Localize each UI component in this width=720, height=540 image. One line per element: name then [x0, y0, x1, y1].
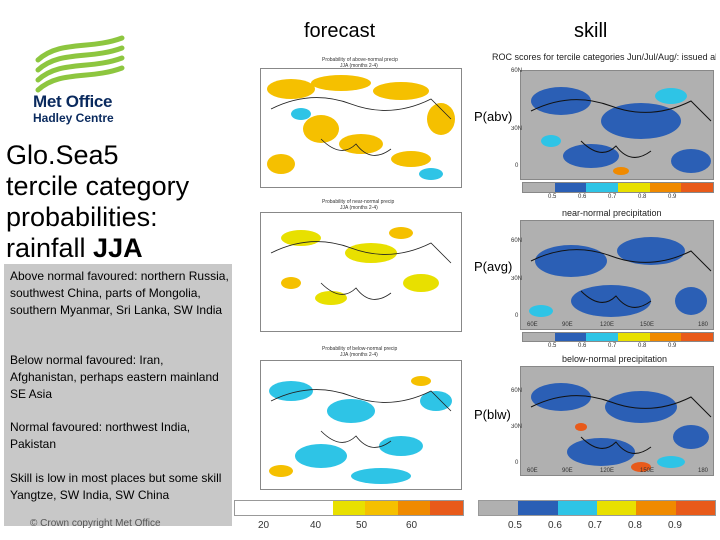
forecast-colorbar [234, 500, 464, 516]
forecast-map-near-graphic [261, 213, 461, 331]
skill-title-below: below-normal precipitation [562, 354, 668, 364]
note-above-normal: Above normal favoured: northern Russia, … [10, 269, 229, 317]
skill-lat-30n-3: 30N [511, 424, 523, 430]
skill-colorbar-1 [522, 182, 714, 193]
skill-colorbar-2-label-4: 0.8 [638, 343, 647, 349]
forecast-colorbar-label-3: 50 [356, 520, 368, 531]
skill-map-below [520, 366, 714, 476]
skill-lat-0-2: 0 [515, 313, 519, 319]
skill-lon-150e-3: 150E [640, 468, 655, 474]
skill-lat-30n-2: 30N [511, 276, 523, 282]
label-p-avg: P(avg) [472, 258, 515, 276]
skill-bottom-label-5: 0.9 [668, 520, 682, 531]
skill-lon-60e-2: 60E [527, 322, 538, 328]
skill-colorbar-1-label-4: 0.8 [638, 194, 647, 200]
skill-colorbar-1-label-5: 0.9 [668, 194, 677, 200]
skill-lat-0-3: 0 [515, 460, 519, 466]
forecast-map-below-graphic [261, 361, 461, 489]
forecast-colorbar-label-1: 20 [258, 520, 270, 531]
title-line-4: rainfall JJA [6, 233, 238, 264]
skill-colorbar-1-label-2: 0.6 [578, 194, 587, 200]
label-p-below: P(blw) [472, 406, 513, 424]
skill-colorbar-2-label-1: 0.5 [548, 343, 557, 349]
forecast-title-near: Probability of near-normal precip [322, 199, 395, 205]
forecast-map-near [260, 212, 462, 332]
forecast-map-above-graphic [261, 69, 461, 187]
skill-colorbar-2 [522, 332, 714, 342]
skill-map-near [520, 220, 714, 330]
title-line-3: probabilities: [6, 202, 158, 232]
title-season: JJA [93, 233, 143, 263]
note-normal: Normal favoured: northwest India, Pakist… [10, 420, 191, 451]
slide-title: Glo.Sea5 tercile category probabilities:… [6, 140, 238, 264]
skill-lon-150e-2: 150E [640, 322, 655, 328]
title-line-1: Glo.Sea5 [6, 140, 119, 170]
skill-bottom-label-2: 0.6 [548, 520, 562, 531]
skill-map-near-graphic [521, 221, 713, 329]
note-below-normal: Below normal favoured: Iran, Afghanistan… [10, 353, 219, 401]
label-p-avg-text: P(avg) [474, 259, 513, 274]
skill-bottom-label-3: 0.7 [588, 520, 602, 531]
skill-colorbar-2-label-3: 0.7 [608, 343, 617, 349]
skill-lon-90e-3: 90E [562, 468, 573, 474]
skill-title-above: ROC scores for tercile categories Jun/Ju… [492, 52, 716, 62]
skill-lat-0-1: 0 [515, 163, 519, 169]
skill-colorbar-2-label-5: 0.9 [668, 343, 677, 349]
skill-lat-60n-3: 60N [511, 388, 523, 394]
skill-lon-120e-3: 120E [600, 468, 615, 474]
copyright-text: © Crown copyright Met Office [30, 518, 161, 529]
skill-map-below-graphic [521, 367, 713, 475]
skill-map-above [520, 70, 714, 180]
met-office-logo-icon [35, 35, 125, 93]
forecast-map-above [260, 68, 462, 188]
skill-lon-60e-3: 60E [527, 468, 538, 474]
forecast-title-above: Probability of above-normal precip [322, 57, 398, 63]
notes-box: Above normal favoured: northern Russia, … [4, 264, 232, 526]
skill-lon-90e-2: 90E [562, 322, 573, 328]
logo-text-met-office: Met Office [33, 92, 113, 111]
forecast-colorbar-label-4: 60 [406, 520, 418, 531]
title-line-2: tercile category [6, 171, 190, 201]
skill-colorbar-1-label-1: 0.5 [548, 194, 557, 200]
column-header-forecast: forecast [304, 20, 376, 42]
forecast-colorbar-label-2: 40 [310, 520, 322, 531]
label-p-above: P(abv) [472, 108, 515, 126]
skill-lon-180-3: 180 [698, 468, 709, 474]
skill-title-near: near-normal precipitation [562, 208, 662, 218]
label-p-below-text: P(blw) [474, 407, 511, 422]
logo-text-hadley-centre: Hadley Centre [33, 111, 114, 125]
skill-lat-60n-1: 60N [511, 68, 523, 74]
forecast-sub-above: JJA (months 2-4) [340, 63, 378, 69]
skill-lat-30n-1: 30N [511, 126, 523, 132]
skill-lat-60n-2: 60N [511, 238, 523, 244]
skill-lon-120e-2: 120E [600, 322, 615, 328]
forecast-sub-below: JJA (months 2-4) [340, 352, 378, 358]
note-skill: Skill is low in most places but some ski… [10, 471, 222, 502]
skill-bottom-label-1: 0.5 [508, 520, 522, 531]
label-p-above-text: P(abv) [474, 109, 513, 124]
forecast-map-below [260, 360, 462, 490]
skill-colorbar-bottom [478, 500, 716, 516]
skill-colorbar-2-label-2: 0.6 [578, 343, 587, 349]
skill-lon-180-2: 180 [698, 322, 709, 328]
skill-map-above-graphic [521, 71, 713, 179]
skill-colorbar-1-label-3: 0.7 [608, 194, 617, 200]
forecast-sub-near: JJA (months 2-4) [340, 205, 378, 211]
skill-bottom-label-4: 0.8 [628, 520, 642, 531]
forecast-title-below: Probability of below-normal precip [322, 346, 398, 352]
title-rainfall: rainfall [6, 233, 94, 263]
column-header-skill: skill [574, 20, 608, 42]
